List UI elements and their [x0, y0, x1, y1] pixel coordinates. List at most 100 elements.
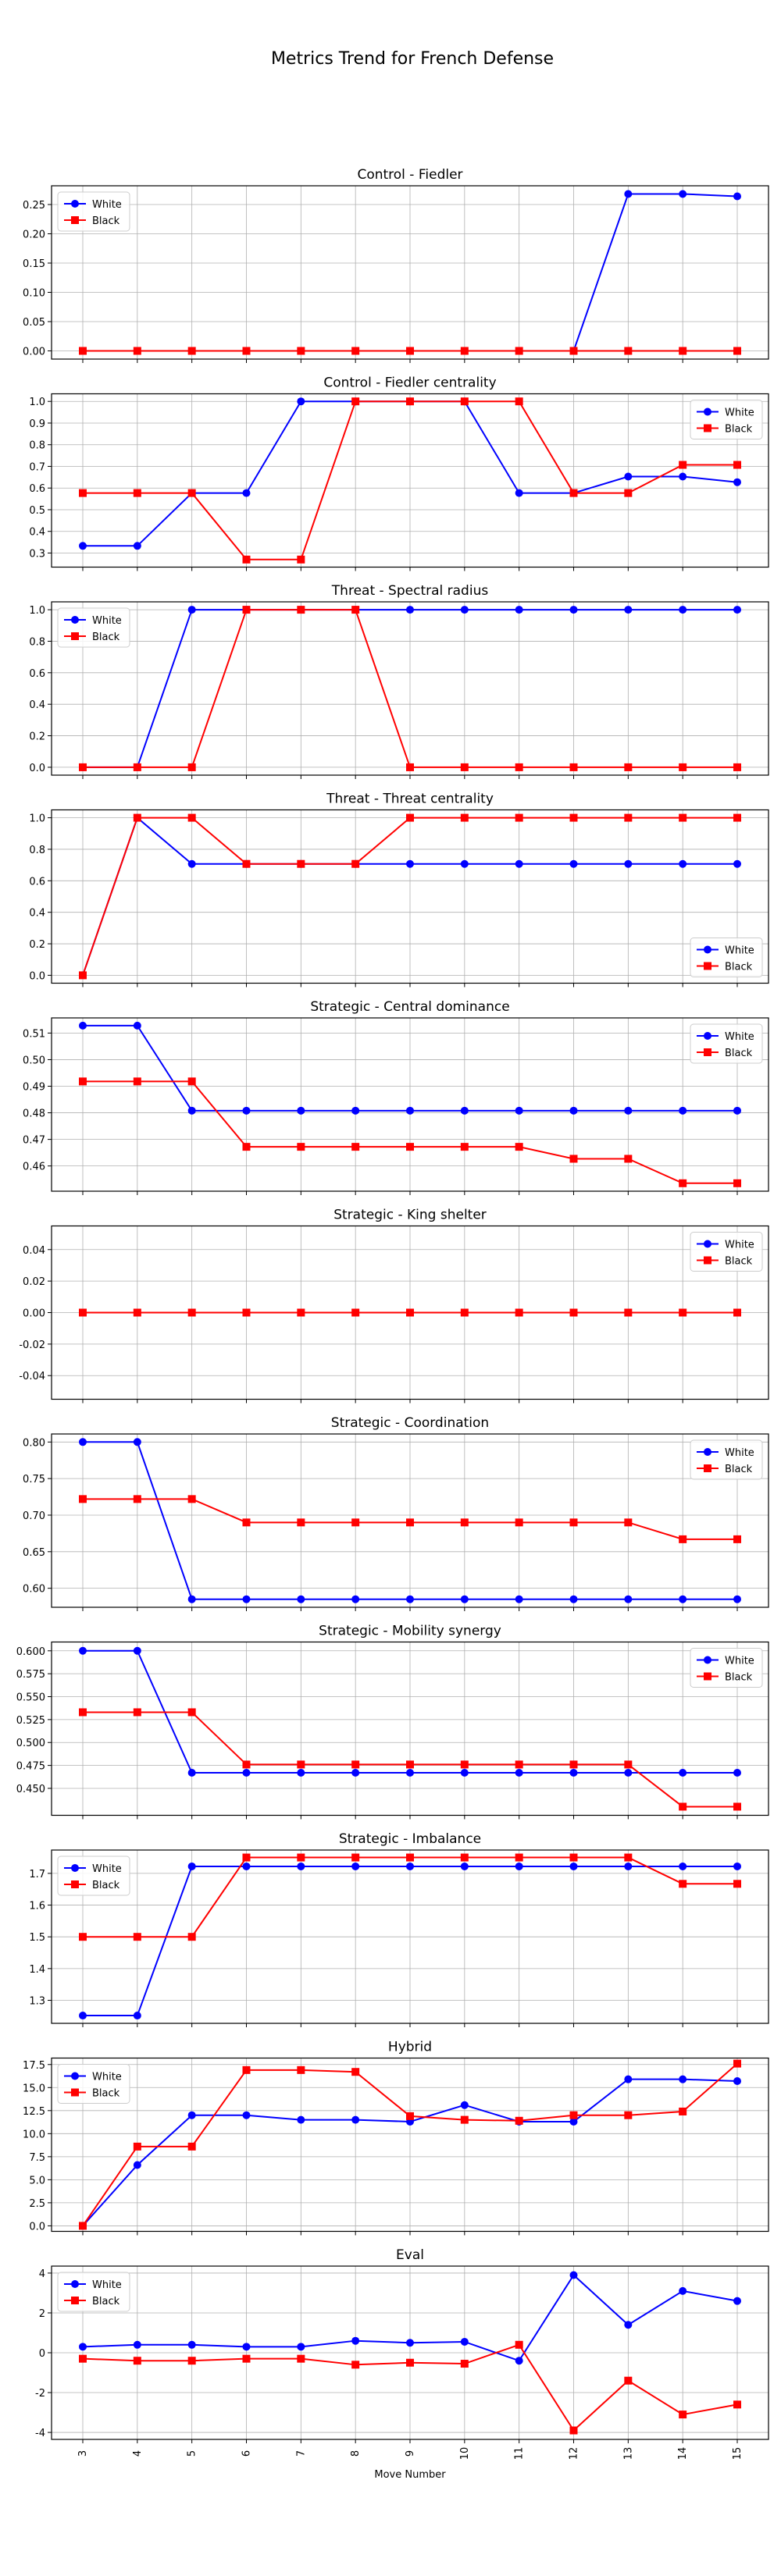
chart-panels: Control - Fiedler0.000.050.100.150.200.2… — [16, 167, 769, 2460]
data-point-black — [624, 1760, 633, 1769]
data-point-white — [187, 2111, 196, 2119]
data-point-black — [460, 1518, 469, 1527]
data-point-black — [133, 1308, 141, 1317]
legend-marker-black — [71, 632, 79, 640]
data-point-white — [624, 1768, 633, 1777]
data-point-black — [733, 1880, 741, 1888]
data-point-black — [733, 1802, 741, 1811]
data-point-black — [733, 2059, 741, 2068]
data-point-black — [351, 397, 360, 406]
x-tick-label: 15 — [732, 2447, 744, 2460]
data-point-white — [624, 859, 633, 868]
data-point-white — [187, 1595, 196, 1603]
data-point-white — [569, 1106, 578, 1115]
legend-label-black: Black — [92, 2296, 120, 2307]
data-point-black — [187, 1308, 196, 1317]
y-tick-label: 0.500 — [16, 1738, 45, 1749]
data-point-white — [242, 1768, 251, 1777]
data-point-black — [460, 397, 469, 406]
data-point-white — [351, 1768, 360, 1777]
data-point-black — [242, 1518, 251, 1527]
data-point-white — [624, 606, 633, 614]
data-point-black — [679, 1179, 687, 1187]
chart-title: Control - Fiedler — [357, 167, 462, 183]
data-point-white — [351, 2115, 360, 2124]
data-point-white — [515, 606, 523, 614]
data-point-black — [733, 1535, 741, 1543]
data-point-black — [569, 1760, 578, 1769]
data-point-white — [569, 2271, 578, 2279]
legend-label-black: Black — [725, 1464, 753, 1475]
axes-frame — [51, 2057, 769, 2233]
legend-marker-white — [71, 2072, 79, 2080]
data-point-black — [569, 2111, 578, 2119]
legend-marker-white — [71, 616, 79, 624]
data-point-black — [733, 763, 741, 771]
data-point-white — [733, 192, 741, 201]
data-point-white — [79, 2012, 87, 2020]
data-point-black — [569, 489, 578, 497]
axes-frame — [51, 1641, 769, 1816]
legend-marker-white — [704, 1240, 711, 1248]
y-tick-label: 0.00 — [23, 1308, 45, 1320]
y-tick-label: 1.3 — [29, 1996, 45, 2008]
data-point-white — [569, 606, 578, 614]
data-point-black — [297, 1308, 305, 1317]
y-tick-label: 0.02 — [23, 1276, 45, 1288]
y-tick-label: -0.04 — [19, 1371, 45, 1382]
legend: White Black — [690, 938, 763, 977]
data-point-black — [624, 2111, 633, 2119]
y-tick-label: 0.550 — [16, 1692, 45, 1704]
data-point-black — [406, 1853, 414, 1862]
data-point-white — [733, 1106, 741, 1115]
data-point-white — [679, 1595, 687, 1603]
data-point-black — [733, 461, 741, 469]
legend: White Black — [57, 1856, 130, 1896]
data-point-white — [679, 1768, 687, 1777]
y-tick-label: 0.6 — [29, 483, 45, 495]
data-point-white — [460, 2101, 469, 2109]
data-point-black — [569, 1853, 578, 1862]
legend-label-white: White — [725, 407, 754, 419]
y-tick-label: 0.46 — [23, 1162, 45, 1173]
x-tick-label: 13 — [622, 2447, 634, 2460]
data-point-white — [733, 1595, 741, 1603]
data-point-black — [79, 347, 87, 355]
data-point-black — [133, 489, 141, 497]
data-point-white — [297, 1106, 305, 1115]
data-point-white — [79, 1021, 87, 1030]
data-point-black — [242, 2065, 251, 2074]
data-point-black — [351, 2361, 360, 2369]
data-point-white — [133, 542, 141, 550]
data-point-black — [733, 813, 741, 822]
y-tick-label: 1.0 — [29, 397, 45, 408]
y-tick-label: 2 — [39, 2308, 45, 2320]
data-point-white — [297, 2115, 305, 2124]
data-point-white — [624, 1595, 633, 1603]
data-point-black — [133, 2357, 141, 2365]
legend-marker-black — [71, 2297, 79, 2304]
data-point-black — [406, 1143, 414, 1151]
legend-label-white: White — [92, 199, 122, 211]
y-tick-label: 1.0 — [29, 813, 45, 825]
data-point-white — [569, 859, 578, 868]
data-point-white — [242, 2343, 251, 2351]
data-point-black — [460, 2115, 469, 2124]
y-tick-label: 0.65 — [23, 1547, 45, 1559]
data-point-black — [79, 1708, 87, 1717]
legend-marker-white — [704, 1448, 711, 1456]
y-tick-label: 0.525 — [16, 1715, 45, 1727]
legend-label-black: Black — [92, 632, 120, 643]
axes-frame — [51, 1433, 769, 1608]
chart-panel-7: Strategic - Coordination 0.60 0.65 0.70 0.75… — [23, 1415, 769, 1611]
data-point-black — [460, 763, 469, 771]
data-point-black — [679, 1880, 687, 1888]
legend-label-black: Black — [92, 215, 120, 227]
data-point-black — [351, 1853, 360, 1862]
data-point-white — [187, 2340, 196, 2349]
legend-label-white: White — [725, 1447, 754, 1459]
data-point-white — [733, 1768, 741, 1777]
chart-title: Strategic - Central dominance — [310, 999, 509, 1015]
data-point-white — [515, 1106, 523, 1115]
